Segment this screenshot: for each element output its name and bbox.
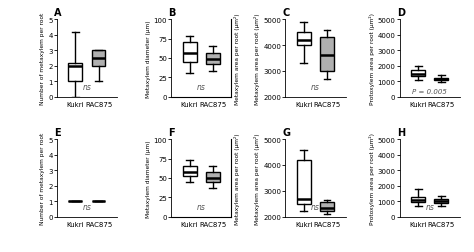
Text: H: H <box>397 127 405 137</box>
Text: F: F <box>168 127 175 137</box>
PathPatch shape <box>182 167 197 176</box>
Text: ns: ns <box>311 202 320 211</box>
Text: A: A <box>54 8 61 18</box>
Text: ns: ns <box>82 83 91 92</box>
PathPatch shape <box>434 199 448 203</box>
Text: ns: ns <box>82 202 91 211</box>
Y-axis label: Protoxylem area per root (μm²): Protoxylem area per root (μm²) <box>369 132 375 224</box>
Y-axis label: Metaxylem diameter (μm): Metaxylem diameter (μm) <box>146 140 151 217</box>
PathPatch shape <box>68 63 82 82</box>
PathPatch shape <box>182 43 197 62</box>
Y-axis label: Protoxylem area per root (μm²): Protoxylem area per root (μm²) <box>369 13 375 105</box>
Text: G: G <box>283 127 291 137</box>
PathPatch shape <box>320 203 334 212</box>
Y-axis label: Metaxylem area per root (μm²): Metaxylem area per root (μm²) <box>234 133 240 224</box>
Text: ns: ns <box>311 83 320 92</box>
Text: ns: ns <box>197 202 206 211</box>
PathPatch shape <box>297 33 311 46</box>
Y-axis label: Number of metaxylem per root: Number of metaxylem per root <box>40 13 46 105</box>
Text: ns: ns <box>425 202 434 211</box>
Y-axis label: Metaxylem area per root (μm²): Metaxylem area per root (μm²) <box>255 133 260 224</box>
Y-axis label: Metaxylem area per root (μm²): Metaxylem area per root (μm²) <box>255 13 260 104</box>
PathPatch shape <box>297 160 311 204</box>
Text: E: E <box>54 127 61 137</box>
PathPatch shape <box>411 198 425 202</box>
Y-axis label: Metaxylem area per root (μm²): Metaxylem area per root (μm²) <box>234 13 240 104</box>
Text: C: C <box>283 8 290 18</box>
Text: D: D <box>397 8 405 18</box>
Y-axis label: Metaxylem diameter (μm): Metaxylem diameter (μm) <box>146 20 151 97</box>
Text: P = 0.005: P = 0.005 <box>412 89 447 95</box>
Text: B: B <box>168 8 175 18</box>
PathPatch shape <box>411 71 425 76</box>
PathPatch shape <box>320 38 334 72</box>
PathPatch shape <box>91 51 105 67</box>
PathPatch shape <box>206 173 220 182</box>
Text: ns: ns <box>197 83 206 92</box>
PathPatch shape <box>206 53 220 65</box>
PathPatch shape <box>434 78 448 81</box>
Y-axis label: Number of metaxylem per root: Number of metaxylem per root <box>40 132 46 224</box>
